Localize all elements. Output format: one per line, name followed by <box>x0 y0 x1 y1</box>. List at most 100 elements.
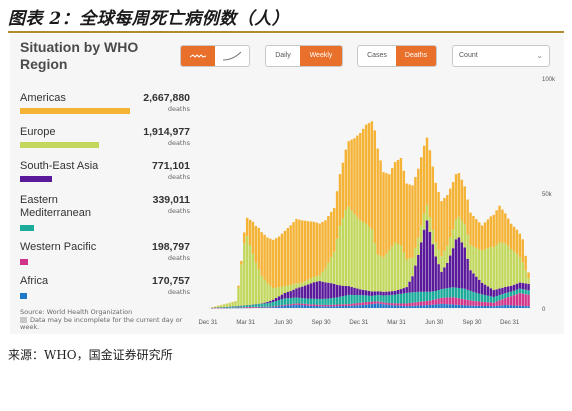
bar-eastern-mediterranean-w11 <box>240 305 243 308</box>
bar-western-pacific-w11 <box>240 307 243 308</box>
bar-americas-w71 <box>414 177 417 248</box>
bar-americas-w102 <box>504 213 507 244</box>
bar-africa-w100 <box>498 305 501 308</box>
bar-western-pacific-w15 <box>251 306 255 308</box>
bar-chart-icon <box>189 54 207 58</box>
bar-western-pacific-w64 <box>393 303 397 306</box>
bar-eastern-mediterranean-w43 <box>332 297 336 305</box>
bar-western-pacific-w66 <box>399 303 403 306</box>
bar-western-pacific-w69 <box>408 303 411 307</box>
bar-europe-w23 <box>274 287 278 298</box>
region-value: 170,757 <box>152 275 190 287</box>
bar-western-pacific-w106 <box>515 294 519 306</box>
bar-south-east-asia-w55 <box>367 290 371 296</box>
figure-title: 图表 2：全球每周死亡病例数（人） <box>8 9 290 29</box>
bar-western-pacific-w61 <box>385 302 388 305</box>
bar-south-east-asia-w19 <box>263 302 266 304</box>
bar-western-pacific-w22 <box>272 306 275 308</box>
bar-americas-w51 <box>356 135 359 218</box>
bar-eastern-mediterranean-w36 <box>312 298 316 305</box>
bar-africa-w43 <box>332 306 336 308</box>
weekly-deaths-chart[interactable]: 100k 50k 0 Dec 31 Mar 31 Jun 30 Sep 30 Dec 31 Ma… <box>196 72 560 332</box>
bar-europe-w61 <box>385 253 388 292</box>
incomplete-note-text: Data may be incomplete for the current d… <box>20 316 183 331</box>
bar-europe-w82 <box>446 245 449 263</box>
line-style-button[interactable] <box>215 46 249 66</box>
bar-eastern-mediterranean-w49 <box>350 294 353 304</box>
bar-south-east-asia-w67 <box>402 288 406 294</box>
bar-south-east-asia-w88 <box>463 247 466 289</box>
bar-eastern-mediterranean-w53 <box>361 295 365 303</box>
bar-western-pacific-w67 <box>402 303 406 306</box>
bar-south-east-asia-w71 <box>414 265 417 293</box>
y-tick-label: 50k <box>542 192 553 198</box>
bar-europe-w11 <box>240 264 243 306</box>
bar-eastern-mediterranean-w21 <box>269 302 272 307</box>
bar-americas-w72 <box>417 168 420 238</box>
bar-americas-w84 <box>451 182 455 230</box>
bar-europe-w72 <box>417 237 420 255</box>
bar-europe-w26 <box>283 286 287 293</box>
bar-south-east-asia-w33 <box>303 285 307 299</box>
bar-south-east-asia-w105 <box>512 284 516 291</box>
bar-eastern-mediterranean-w98 <box>492 296 495 303</box>
bar-western-pacific-w58 <box>376 301 379 304</box>
bar-eastern-mediterranean-w52 <box>359 295 362 303</box>
bar-americas-w78 <box>434 182 437 243</box>
bar-americas-w31 <box>298 219 301 283</box>
bar-europe-w41 <box>327 262 330 283</box>
cases-button[interactable]: Cases <box>367 52 387 59</box>
bar-americas-w48 <box>347 141 350 207</box>
bar-americas-w76 <box>428 150 432 217</box>
bar-western-pacific-w50 <box>353 303 356 306</box>
count-select[interactable]: Count ⌄ <box>452 45 550 67</box>
bar-western-pacific-w55 <box>367 301 371 305</box>
bar-americas-w101 <box>501 209 504 243</box>
bar-europe-w70 <box>411 257 414 277</box>
bar-americas-w92 <box>475 219 478 248</box>
bar-western-pacific-w87 <box>460 298 464 306</box>
bar-europe-w57 <box>373 243 377 292</box>
bar-eastern-mediterranean-w27 <box>286 298 289 305</box>
daily-button[interactable]: Daily <box>275 52 291 59</box>
bar-americas-w110 <box>527 272 530 279</box>
bar-africa-w38 <box>318 306 321 308</box>
bar-eastern-mediterranean-w45 <box>338 296 342 305</box>
bar-south-east-asia-w87 <box>460 242 464 289</box>
bar-europe-w65 <box>396 243 400 290</box>
bar-africa-w28 <box>289 305 292 308</box>
bar-eastern-mediterranean-w89 <box>466 289 469 300</box>
bar-eastern-mediterranean-w51 <box>356 295 359 304</box>
bar-south-east-asia-w64 <box>393 290 397 295</box>
bar-eastern-mediterranean-w86 <box>457 288 461 299</box>
bar-south-east-asia-w56 <box>370 291 374 296</box>
frequency-toggle[interactable]: Daily Weekly <box>265 45 343 67</box>
chart-style-toggle[interactable] <box>180 45 250 67</box>
bar-eastern-mediterranean-w7 <box>228 306 231 308</box>
bar-europe-w33 <box>303 281 307 286</box>
bar-western-pacific-w107 <box>518 293 522 306</box>
bar-europe-w42 <box>330 257 333 284</box>
bar-africa-w59 <box>379 303 382 308</box>
bar-south-east-asia-w80 <box>440 271 443 290</box>
bar-africa-w85 <box>454 304 458 308</box>
bar-eastern-mediterranean-w24 <box>277 300 281 306</box>
bar-europe-w2 <box>214 306 217 308</box>
weekly-button[interactable]: Weekly <box>300 46 342 66</box>
bar-eastern-mediterranean-w12 <box>243 305 246 308</box>
deaths-button[interactable]: Deaths <box>396 46 436 66</box>
metric-toggle[interactable]: Cases Deaths <box>357 45 437 67</box>
bar-europe-w7 <box>228 303 231 307</box>
bar-europe-w100 <box>498 242 501 289</box>
bar-americas-w70 <box>411 185 414 258</box>
bar-western-pacific-w109 <box>524 294 527 307</box>
bar-western-pacific-w79 <box>437 298 440 305</box>
bar-americas-w86 <box>457 173 461 217</box>
bar-western-pacific-w48 <box>347 304 350 306</box>
bar-south-east-asia-w54 <box>364 290 368 296</box>
bar-eastern-mediterranean-w55 <box>367 295 371 302</box>
bar-americas-w99 <box>495 210 498 245</box>
bar-europe-w31 <box>298 282 301 288</box>
bar-europe-w16 <box>254 262 258 305</box>
bar-style-button[interactable] <box>181 46 215 66</box>
